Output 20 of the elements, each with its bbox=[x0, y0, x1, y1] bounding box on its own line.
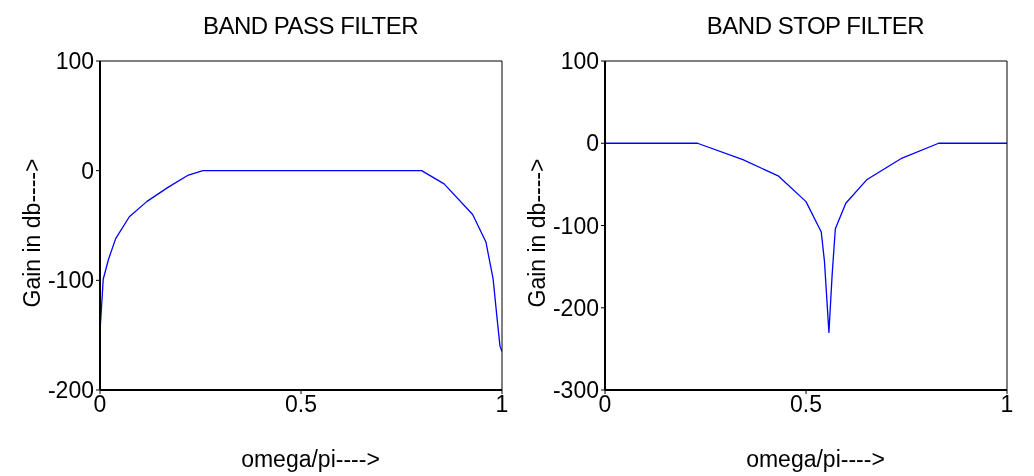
y-tick-label: -200 bbox=[552, 294, 599, 321]
y-tick-label: -300 bbox=[552, 377, 599, 404]
x-axis-title: omega/pi----> bbox=[745, 446, 886, 473]
x-tick-label: 1 bbox=[1000, 391, 1014, 418]
x-axis-title: omega/pi----> bbox=[240, 446, 381, 473]
chart-title: BAND STOP FILTER bbox=[705, 12, 926, 40]
y-axis-title: Gain in db----> bbox=[523, 158, 551, 308]
y-tick-label: 0 bbox=[586, 130, 599, 157]
x-tick-label: 0.5 bbox=[790, 391, 822, 418]
line-series bbox=[605, 142, 1007, 334]
y-tick-label: 100 bbox=[55, 48, 94, 75]
y-axis-title: Gain in db----> bbox=[18, 158, 46, 308]
y-tick-label: -100 bbox=[552, 212, 599, 239]
y-tick-label: 0 bbox=[81, 157, 94, 184]
y-tick-label: 100 bbox=[560, 48, 599, 75]
y-tick-label: -100 bbox=[47, 267, 94, 294]
chart-title: BAND PASS FILTER bbox=[201, 12, 420, 40]
y-tick-label: -200 bbox=[47, 377, 94, 404]
x-tick-label: 0.5 bbox=[285, 391, 317, 418]
x-tick-label: 1 bbox=[495, 391, 509, 418]
